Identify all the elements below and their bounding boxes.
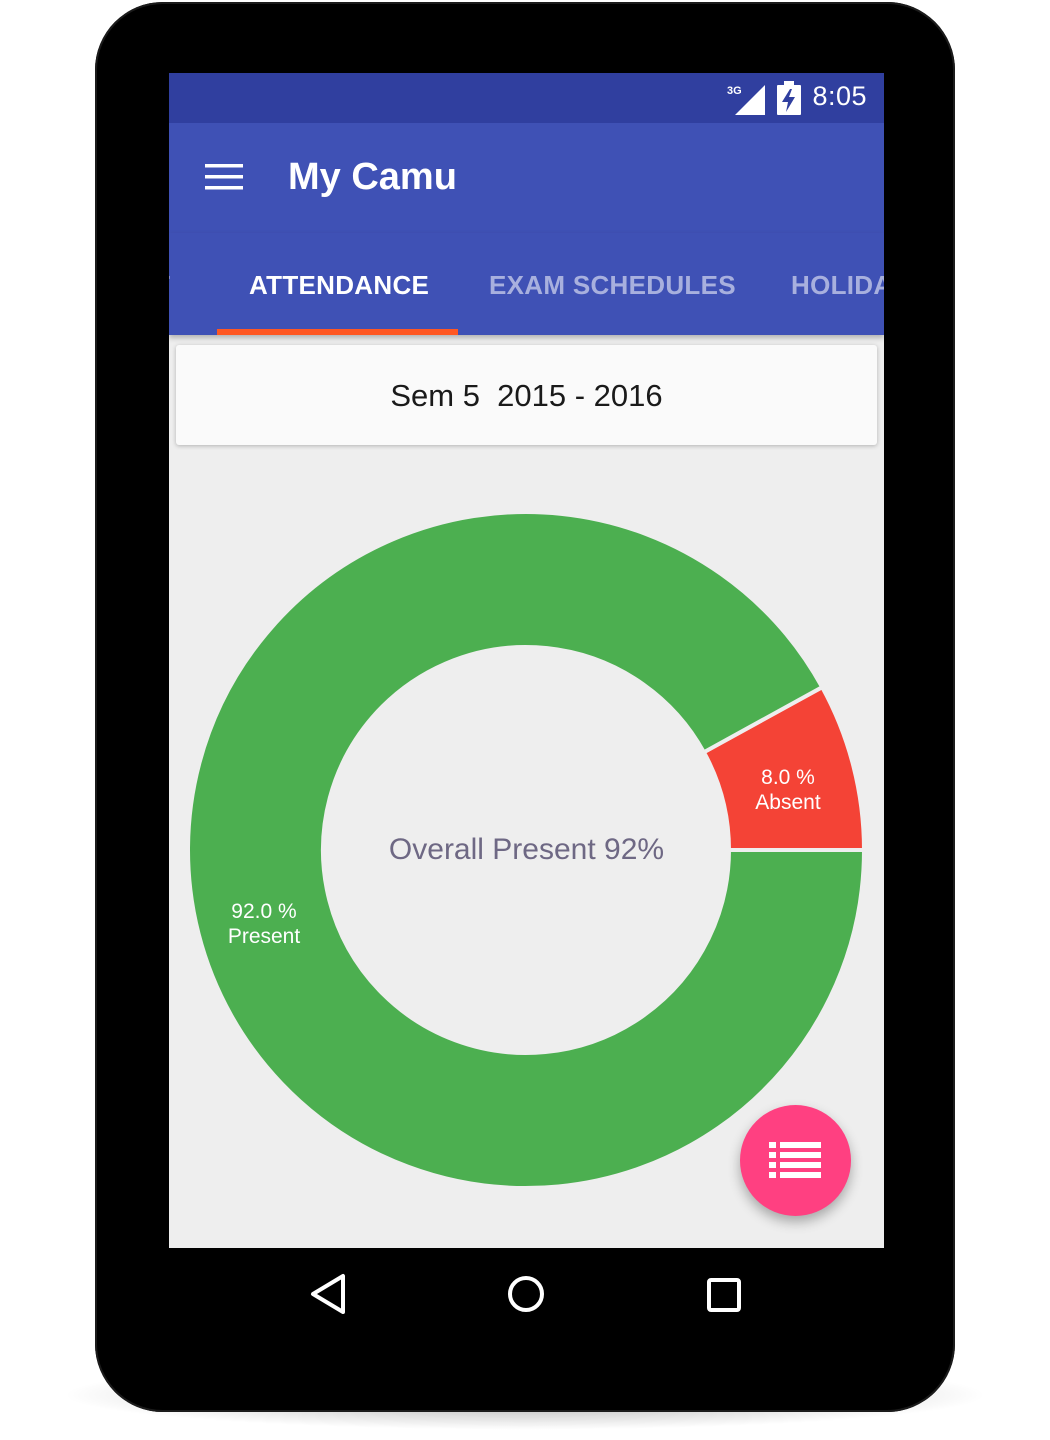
absent-name: Absent — [755, 791, 821, 814]
list-fab-button[interactable] — [740, 1105, 851, 1216]
attendance-donut-chart — [186, 510, 867, 1190]
network-type: 3G — [727, 85, 742, 97]
home-icon[interactable] — [506, 1274, 546, 1314]
app-bar: My Camu — [169, 123, 884, 233]
status-bar: 3G 8:05 — [169, 73, 884, 123]
list-icon — [769, 1142, 821, 1178]
absent-value: 8.0 % — [761, 766, 815, 789]
semester-selector[interactable]: Sem 5 2015 - 2016 — [176, 345, 877, 445]
semester-label: Sem 5 2015 - 2016 — [390, 378, 663, 413]
present-value: 92.0 % — [231, 900, 297, 923]
app-title: My Camu — [288, 156, 457, 198]
status-time: 8:05 — [812, 81, 867, 111]
app-screen: 3G 8:05 My Camu T ATTENDANCE EXAM SCHEDU… — [169, 73, 884, 1248]
absent-slice-label: 8.0 % Absent — [747, 765, 829, 815]
back-icon[interactable] — [308, 1272, 348, 1316]
tab-attendance[interactable]: ATTENDANCE — [249, 270, 430, 300]
present-name: Present — [227, 925, 301, 948]
signal-icon: 3G — [727, 85, 765, 115]
menu-icon — [205, 164, 243, 190]
tab-holidays[interactable]: HOLIDA — [791, 270, 884, 300]
menu-button[interactable] — [193, 150, 255, 206]
battery-charging-icon — [777, 81, 801, 115]
tab-bar: T ATTENDANCE EXAM SCHEDULES HOLIDA — [169, 233, 884, 335]
present-slice — [186, 510, 867, 1190]
chart-center-label: Overall Present 92% — [388, 833, 665, 866]
tab-exam-schedules[interactable]: EXAM SCHEDULES — [489, 270, 736, 300]
present-slice-label: 92.0 % Present — [219, 899, 309, 949]
tab-previous[interactable]: T — [169, 270, 170, 301]
recents-icon[interactable] — [706, 1277, 742, 1313]
active-tab-indicator — [217, 329, 458, 335]
